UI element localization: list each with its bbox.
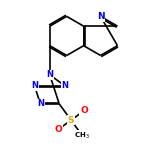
Text: N: N: [97, 12, 104, 21]
Text: S: S: [68, 116, 74, 125]
Text: O: O: [79, 131, 86, 140]
Text: N: N: [37, 99, 44, 108]
Text: N: N: [46, 70, 53, 79]
Text: N: N: [62, 81, 69, 90]
Text: O: O: [54, 125, 62, 134]
Text: CH$_3$: CH$_3$: [74, 131, 90, 141]
Text: O: O: [80, 106, 88, 115]
Text: N: N: [31, 81, 38, 90]
